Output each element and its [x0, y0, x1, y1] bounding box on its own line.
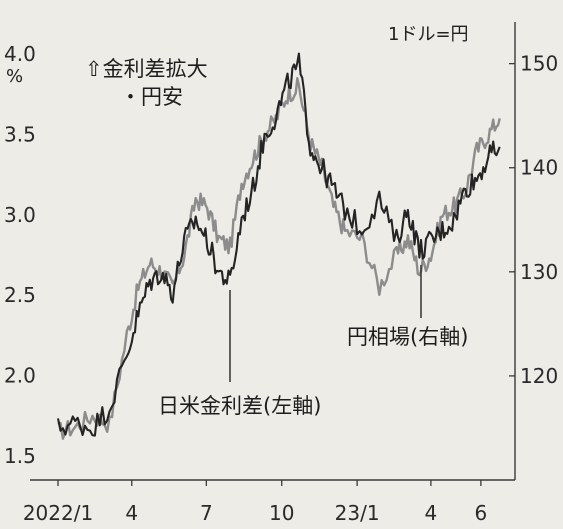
y-left-tick-label: 3.5 [4, 122, 36, 146]
y-right-tick-label: 120 [520, 364, 558, 388]
y-right-ticks: 120 130 140 150 [509, 52, 558, 388]
x-ticks: 2022/1 4 7 10 23/1 4 6 [23, 480, 487, 525]
y-right-tick-label: 140 [520, 156, 558, 180]
x-tick-label: 7 [200, 501, 213, 525]
labels-layer: % 1ドル=円 ⇧金利差拡大 ・円安 日米金利差(左軸) 円相場(右軸) [6, 24, 503, 422]
label-bg-rate-gap [155, 388, 360, 422]
series-label-yen: 円相場(右軸) [347, 325, 468, 349]
right-unit-label: 1ドル=円 [388, 24, 469, 45]
left-unit-label: % [6, 66, 23, 87]
x-tick-label: 2022/1 [23, 501, 93, 525]
label-bg-yen [343, 320, 503, 354]
y-left-ticks: 1.5 2.0 2.5 3.0 3.5 4.0 [4, 42, 36, 468]
x-tick-label: 6 [475, 501, 488, 525]
y-left-tick-label: 2.5 [4, 283, 36, 307]
series-line-yen [56, 52, 501, 437]
annotation-rate-gap-widening: ⇧金利差拡大 [85, 57, 208, 81]
annotation-yen-weakening: ・円安 [120, 85, 183, 109]
x-tick-label: 4 [125, 501, 138, 525]
y-left-tick-label: 2.0 [4, 364, 36, 388]
x-tick-label: 23/1 [335, 501, 380, 525]
x-tick-label: 10 [269, 501, 294, 525]
y-left-tick-label: 1.5 [4, 444, 36, 468]
y-left-tick-label: 4.0 [4, 42, 36, 66]
series-layer [56, 52, 501, 440]
y-right-tick-label: 150 [520, 52, 558, 76]
series-line-rate-gap [57, 77, 501, 440]
series-label-rate-gap: 日米金利差(左軸) [158, 394, 321, 418]
y-right-tick-label: 130 [520, 260, 558, 284]
x-tick-label: 4 [425, 501, 438, 525]
y-left-tick-label: 3.0 [4, 203, 36, 227]
